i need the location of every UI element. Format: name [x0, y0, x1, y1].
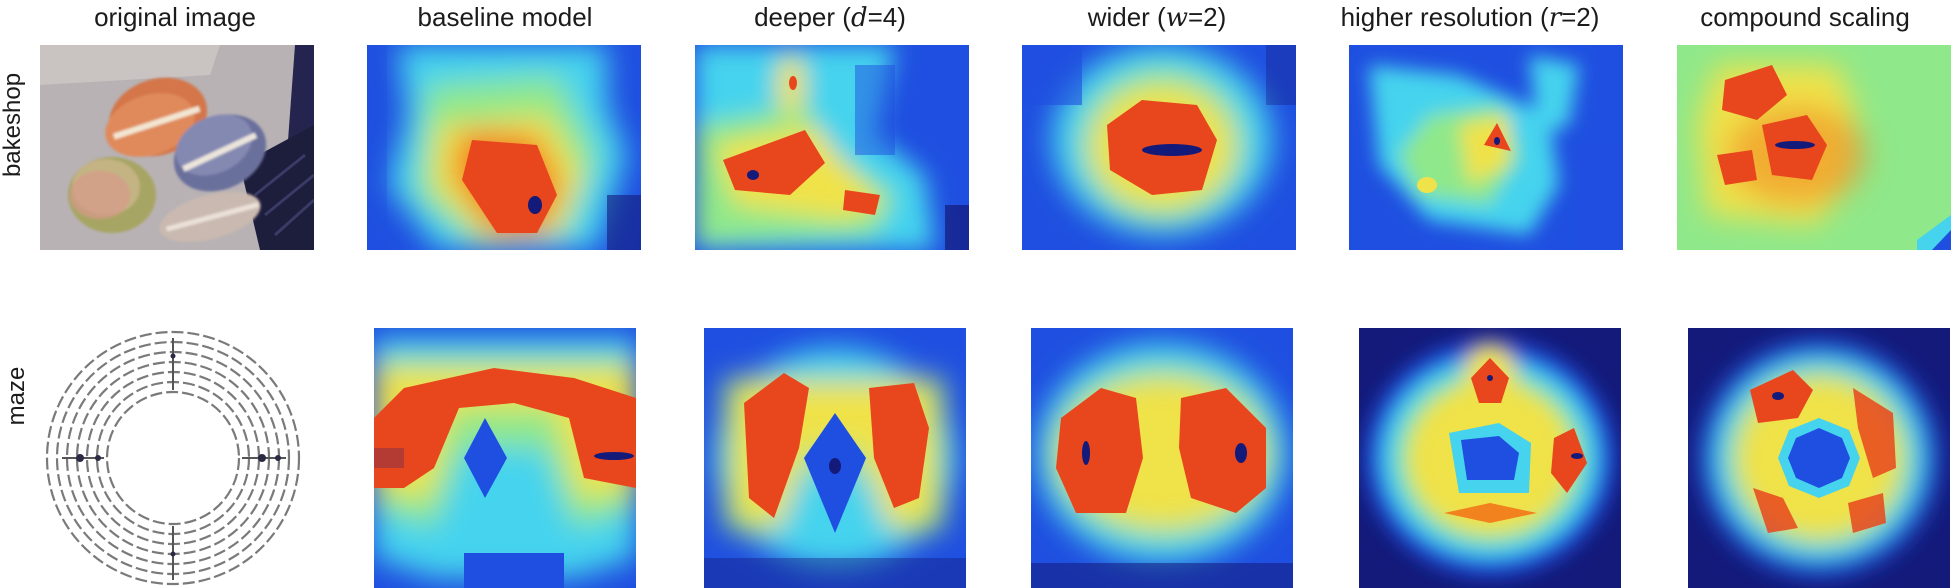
- heatmap-maze-wider: [1031, 328, 1293, 588]
- heatmap-maze-deeper: [704, 328, 966, 588]
- original-image-bakeshop: [40, 45, 314, 250]
- original-image-maze: [42, 328, 304, 588]
- heatmap-maze-compound-scaling: [1688, 328, 1950, 588]
- heatmap-maze-higher-resolution: [1359, 328, 1621, 588]
- column-title-original-image: original image: [40, 0, 310, 34]
- heatmap-maze-baseline-model: [374, 328, 636, 588]
- heatmap-bakeshop-compound-scaling: [1677, 45, 1951, 250]
- heatmap-bakeshop-baseline-model: [367, 45, 641, 250]
- column-title-deeper: deeper (d=4): [690, 0, 970, 34]
- heatmap-bakeshop-deeper: [695, 45, 969, 250]
- column-title-compound-scaling: compound scaling: [1665, 0, 1945, 34]
- row-label-maze: maze: [3, 367, 31, 426]
- column-title-wider: wider (w=2): [1017, 0, 1297, 34]
- row-label-bakeshop: bakeshop: [0, 73, 27, 177]
- heatmap-bakeshop-higher-resolution: [1349, 45, 1623, 250]
- column-title-higher-resolution: higher resolution (r=2): [1320, 0, 1620, 34]
- column-title-baseline-model: baseline model: [365, 0, 645, 34]
- heatmap-bakeshop-wider: [1022, 45, 1296, 250]
